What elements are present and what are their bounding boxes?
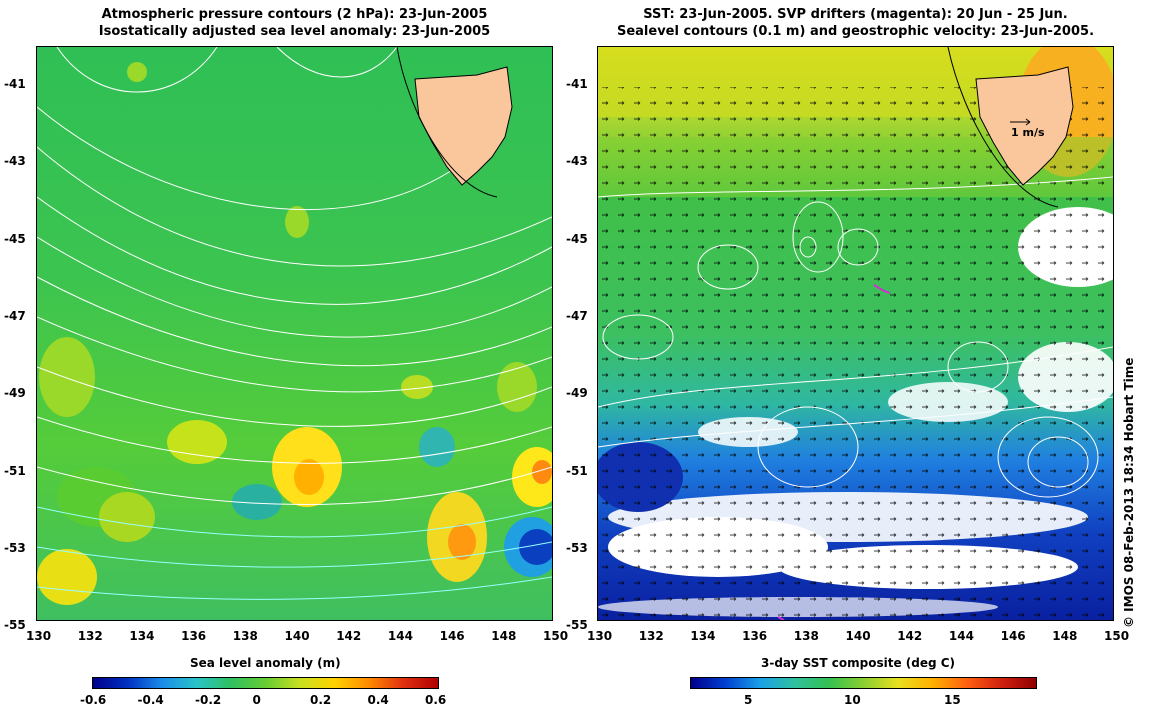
velocity-scale-label: 1 m/s [1011,126,1045,139]
lon-tick-label: 140 [284,629,310,643]
colorbar-tick-label: -0.4 [137,693,164,707]
tasmania-land-right [947,47,1074,208]
lat-tick-label: -43 [4,154,26,169]
lon-tick-label: 148 [491,629,517,643]
sealevel-contours [598,176,1113,498]
lon-tick-label: 148 [1052,629,1078,643]
colorbar-tick-label: -0.2 [195,693,222,707]
right-title-line2: Sealevel contours (0.1 m) and geostrophi… [616,24,1095,39]
lon-tick-label: 136 [181,629,207,643]
sea-level-colorbar [92,677,439,689]
left-colorbar-title: Sea level anomaly (m) [190,656,341,670]
colorbar-tick-label: 5 [744,693,753,707]
lon-tick-label: 140 [845,629,871,643]
lon-tick-label: 142 [336,629,362,643]
lat-tick-label: -55 [566,618,588,633]
drifter-tracks [777,284,891,620]
colorbar-tick-label: 15 [944,693,961,707]
lon-tick-label: 144 [948,629,974,643]
lat-tick-label: -45 [4,231,26,246]
lat-tick-label: -41 [4,77,26,91]
lon-tick-label: 146 [439,629,465,643]
lon-tick-label: 132 [638,629,664,643]
lon-tick-label: 138 [232,629,258,643]
colorbar-tick-label: 0.2 [310,693,332,707]
lat-tick-label: -53 [566,540,588,555]
lon-tick-label: 136 [742,629,768,643]
sst-map: 1 m/s [597,46,1114,621]
lat-tick-label: -43 [566,154,588,169]
lon-tick-label: 144 [387,629,413,643]
lon-tick-label: 142 [897,629,923,643]
lat-tick-label: -47 [566,308,588,323]
lat-tick-label: -51 [566,463,588,478]
lat-tick-label: -41 [566,77,588,91]
left-title-line1: Atmospheric pressure contours (2 hPa): 2… [101,7,488,22]
lat-tick-label: -55 [4,618,26,633]
lon-tick-label: 134 [129,629,155,643]
lat-tick-label: -49 [4,386,26,401]
lon-tick-label: 138 [793,629,819,643]
lon-tick-label: 130 [587,629,613,643]
velocity-scale-arrow [1010,118,1031,126]
tasmania-land [396,47,513,198]
right-title-line1: SST: 23-Jun-2005. SVP drifters (magenta)… [643,7,1068,22]
colorbar-tick-label: 0.6 [425,693,447,707]
lat-tick-label: -45 [566,231,588,246]
lon-tick-label: 132 [77,629,103,643]
lat-tick-label: -47 [4,308,26,323]
lon-tick-label: 150 [1104,629,1130,643]
lat-tick-label: -49 [566,386,588,401]
pressure-contours [37,47,552,600]
lon-tick-label: 130 [26,629,52,643]
lat-tick-label: -51 [4,463,26,478]
lon-tick-label: 146 [1000,629,1026,643]
colorbar-tick-label: 0 [252,693,261,707]
colorbar-tick-label: 10 [844,693,861,707]
lon-tick-label: 150 [543,629,569,643]
lon-tick-label: 134 [690,629,716,643]
lat-tick-label: -53 [4,540,26,555]
left-title-line2: Isostatically adjusted sea level anomaly… [98,24,491,39]
colorbar-tick-label: -0.6 [80,693,107,707]
sst-colorbar [690,677,1037,689]
credit-text: © IMOS 08-Feb-2013 18:34 Hobart Time [1122,357,1136,628]
colorbar-tick-label: 0.4 [367,693,389,707]
anomaly-blobs [37,62,552,605]
right-colorbar-title: 3-day SST composite (deg C) [761,656,956,670]
sea-level-anomaly-map [36,46,553,621]
